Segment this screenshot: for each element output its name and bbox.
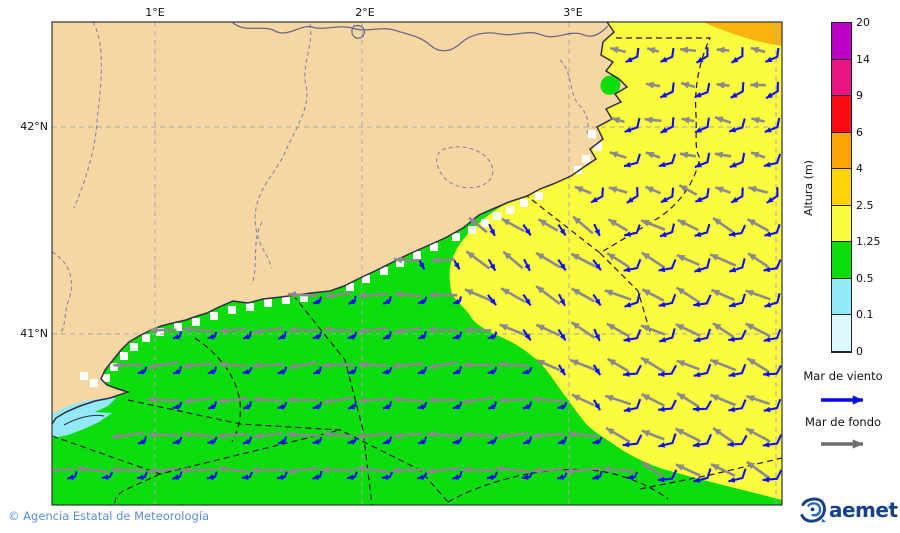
colorbar xyxy=(831,22,852,353)
wave-arrow-field xyxy=(52,46,782,483)
lon-label: 3°E xyxy=(563,6,583,19)
maritime-boundaries xyxy=(52,37,782,505)
province-boundaries xyxy=(52,22,589,335)
sea-green-band xyxy=(52,202,782,505)
colorbar-segment xyxy=(832,242,851,279)
land xyxy=(52,22,627,424)
colorbar-segment xyxy=(832,59,851,97)
lat-label: 42°N xyxy=(20,120,48,133)
legend-arrows xyxy=(821,395,863,449)
legend-swell-label: Mar de fondo xyxy=(804,415,882,429)
colorbar-segment xyxy=(832,205,851,243)
colorbar-tick: 0.5 xyxy=(856,271,874,285)
map-layers xyxy=(52,22,782,505)
legend-wind-label: Mar de viento xyxy=(803,369,883,383)
colorbar-tick: 6 xyxy=(856,125,863,139)
lon-label: 1°E xyxy=(145,6,165,19)
sea-orange-wedge xyxy=(703,22,782,46)
colorbar-title: Altura (m) xyxy=(802,160,815,216)
lat-label: 41°N xyxy=(20,327,48,340)
colorbar-segment xyxy=(832,96,851,133)
colorbar-tick: 1.25 xyxy=(856,235,881,249)
colorbar-segment xyxy=(832,315,851,352)
sea-green-patch-north xyxy=(600,75,621,95)
country-border xyxy=(231,22,609,52)
colorbar-tick: 2.5 xyxy=(856,198,874,212)
colorbar-tick: 0 xyxy=(856,345,863,358)
colorbar-tick: 14 xyxy=(856,52,870,66)
aemet-logo-text: aemet xyxy=(829,498,898,522)
graticule xyxy=(52,22,782,505)
coastline xyxy=(52,22,629,425)
colorbar-segment xyxy=(832,132,851,170)
colorbar-tick: 9 xyxy=(856,89,863,103)
sea-cyan-lagoon xyxy=(52,398,116,438)
colorbar-segment xyxy=(832,278,851,316)
delta-spit-line xyxy=(63,414,105,426)
colorbar-tick: 4 xyxy=(856,162,863,176)
colorbar-tick: 20 xyxy=(856,16,870,29)
aemet-logo-icon xyxy=(800,497,826,523)
colorbar-tick: 0.1 xyxy=(856,308,874,322)
colorbar-segment xyxy=(832,23,851,60)
map-frame xyxy=(51,21,783,506)
copyright-text: © Agencia Estatal de Meteorología xyxy=(8,509,210,523)
colorbar-segment xyxy=(832,169,851,206)
lon-label: 2°E xyxy=(355,6,375,19)
